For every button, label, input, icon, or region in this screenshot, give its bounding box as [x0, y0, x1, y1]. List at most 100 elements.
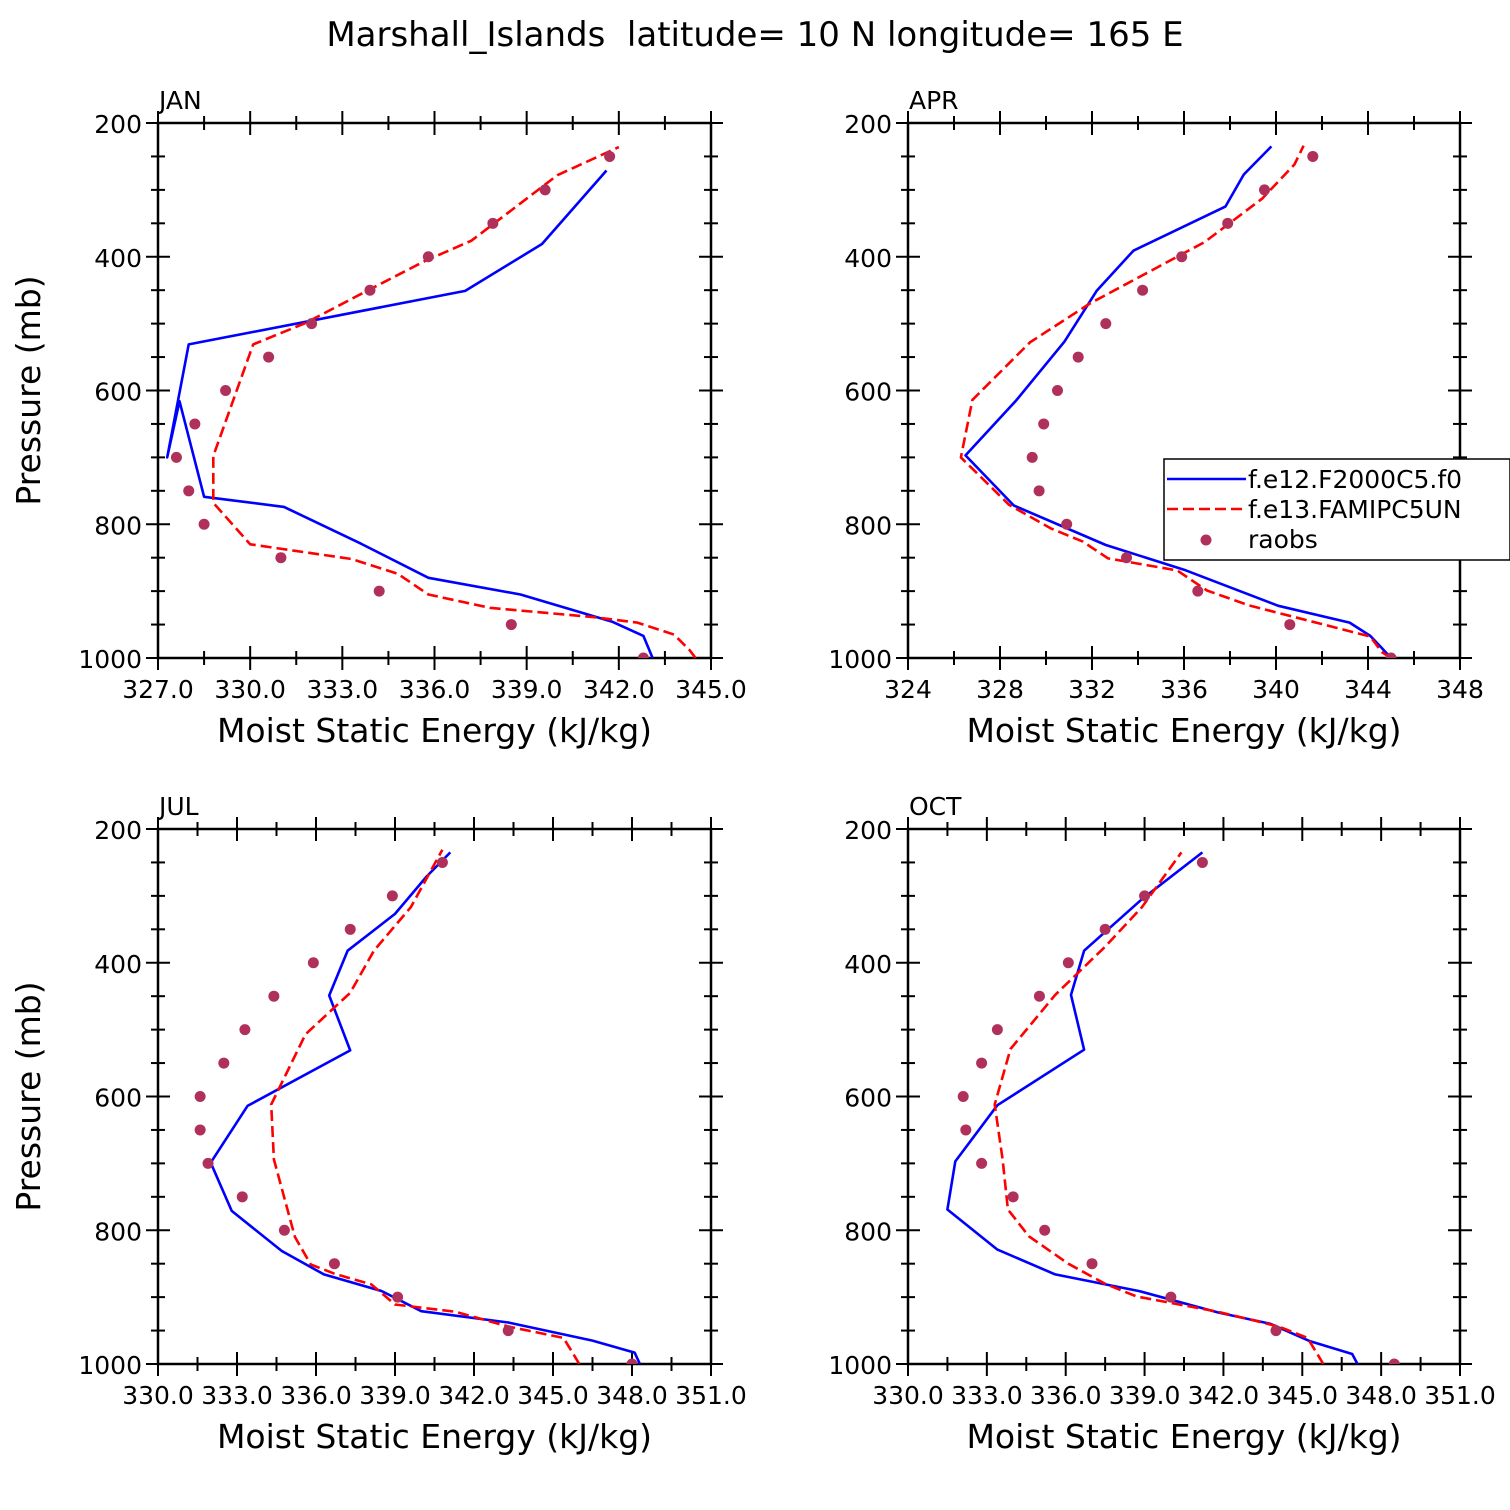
- raobs-point: [220, 385, 232, 396]
- raobs-point: [202, 1157, 214, 1169]
- raobs-point: [1196, 856, 1208, 868]
- x-tick-label: 333.0: [951, 1381, 1023, 1410]
- x-tick-label: 333.0: [201, 1381, 273, 1410]
- y-tick-label: 200: [94, 110, 142, 139]
- y-tick-label: 800: [844, 1217, 892, 1246]
- raobs-point: [236, 1191, 248, 1203]
- raobs-point: [976, 1157, 988, 1169]
- x-tick-label: 351.0: [675, 1381, 747, 1410]
- raobs-point: [957, 1091, 969, 1102]
- panel-title: JUL: [157, 792, 199, 821]
- raobs-point: [1139, 890, 1151, 902]
- raobs-point: [1100, 318, 1112, 330]
- x-axis-label: Moist Static Energy (kJ/kg): [217, 711, 652, 750]
- y-tick-label: 1000: [828, 1351, 892, 1380]
- x-tick-label: 332: [1068, 675, 1116, 704]
- raobs-point: [976, 1057, 988, 1069]
- raobs-point: [1259, 184, 1270, 196]
- legend-label: raobs: [1248, 525, 1318, 554]
- y-tick-label: 200: [844, 110, 892, 139]
- y-axis-label: Pressure (mb): [9, 981, 48, 1211]
- x-tick-label: 336.0: [1030, 1381, 1102, 1410]
- raobs-point: [1284, 619, 1296, 631]
- raobs-point: [1222, 217, 1234, 229]
- raobs-point: [364, 284, 376, 296]
- legend-label: f.e13.FAMIPC5UN: [1248, 495, 1462, 524]
- data-area: [194, 849, 642, 1364]
- x-axis-label: Moist Static Energy (kJ/kg): [217, 1417, 652, 1456]
- panel-title: APR: [909, 86, 959, 115]
- raobs-point: [436, 856, 448, 868]
- raobs-point: [422, 251, 434, 263]
- y-axis-label: Pressure (mb): [9, 275, 48, 505]
- raobs-point: [626, 1358, 638, 1364]
- x-axis-label: Moist Static Energy (kJ/kg): [966, 1417, 1401, 1456]
- raobs-point: [991, 1024, 1003, 1036]
- x-tick-label: 330.0: [872, 1381, 944, 1410]
- legend-swatch-raobs: [1200, 534, 1212, 546]
- raobs-point: [1270, 1325, 1282, 1337]
- series-line-f-e13-famipc5un: [959, 145, 1392, 658]
- raobs-point: [604, 150, 616, 162]
- plot-frame: [156, 827, 713, 1366]
- raobs-point: [268, 990, 280, 1002]
- series-line-f-e12-f2000c5: [964, 145, 1392, 658]
- raobs-point: [1099, 923, 1111, 935]
- y-tick-label: 600: [844, 1084, 892, 1113]
- y-tick-label: 800: [94, 511, 142, 540]
- series-line-f-e12-f2000c5: [946, 851, 1359, 1364]
- series-line-f-e12-f2000c5: [165, 169, 654, 658]
- x-tick-label: 348.0: [596, 1381, 668, 1410]
- raobs-point: [1388, 1358, 1400, 1364]
- raobs-point: [392, 1291, 404, 1303]
- raobs-point: [1061, 518, 1073, 530]
- raobs-point: [502, 1325, 514, 1337]
- raobs-point: [263, 351, 275, 363]
- raobs-point: [306, 318, 318, 330]
- raobs-point: [275, 552, 287, 564]
- raobs-point: [386, 890, 398, 902]
- y-tick-label: 600: [94, 1084, 142, 1113]
- raobs-point: [637, 652, 649, 658]
- x-tick-label: 330.0: [122, 1381, 194, 1410]
- plot-frame: [906, 827, 1462, 1366]
- y-tick-label: 1000: [78, 1351, 142, 1380]
- x-tick-label: 342.0: [583, 675, 655, 704]
- raobs-point: [1052, 385, 1063, 396]
- raobs-point: [328, 1258, 340, 1270]
- raobs-point: [307, 957, 319, 969]
- x-tick-label: 342.0: [1188, 1381, 1260, 1410]
- x-tick-label: 340: [1252, 675, 1300, 704]
- raobs-point: [170, 451, 182, 463]
- x-tick-label: 344: [1344, 675, 1392, 704]
- x-tick-label: 333.0: [307, 675, 379, 704]
- raobs-point: [1072, 351, 1084, 363]
- raobs-point: [218, 1057, 230, 1069]
- raobs-point: [198, 518, 210, 530]
- x-tick-label: 345.0: [675, 675, 747, 704]
- raobs-point: [194, 1124, 206, 1136]
- y-tick-label: 800: [94, 1217, 142, 1246]
- x-tick-label: 345.0: [1266, 1381, 1338, 1410]
- y-tick-label: 400: [844, 950, 892, 979]
- raobs-point: [487, 217, 499, 229]
- panel-title: JAN: [157, 86, 202, 115]
- raobs-point: [194, 1091, 206, 1102]
- y-tick-label: 200: [94, 816, 142, 845]
- y-tick-label: 600: [94, 378, 142, 407]
- raobs-point: [239, 1024, 251, 1036]
- raobs-point: [960, 1124, 972, 1136]
- raobs-point: [1137, 284, 1149, 296]
- raobs-point: [189, 418, 201, 430]
- x-tick-label: 351.0: [1424, 1381, 1496, 1410]
- x-tick-label: 342.0: [438, 1381, 510, 1410]
- raobs-point: [1086, 1258, 1098, 1270]
- x-tick-label: 336.0: [280, 1381, 352, 1410]
- y-tick-label: 600: [844, 378, 892, 407]
- y-tick-label: 400: [94, 950, 142, 979]
